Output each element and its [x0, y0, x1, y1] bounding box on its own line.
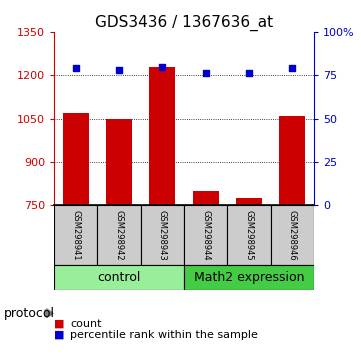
Point	[203, 71, 209, 76]
Text: GSM298945: GSM298945	[245, 210, 253, 261]
Bar	[227, 205, 271, 265]
Bar	[63, 113, 89, 205]
Text: GSM298946: GSM298946	[288, 210, 297, 261]
Text: protocol: protocol	[4, 307, 55, 320]
Point	[73, 65, 79, 71]
Point	[290, 65, 295, 71]
Point	[160, 64, 165, 69]
Text: Math2 expression: Math2 expression	[194, 271, 304, 284]
Bar	[97, 205, 141, 265]
Point	[246, 71, 252, 76]
Text: GSM298941: GSM298941	[71, 210, 80, 261]
Text: count: count	[70, 319, 102, 329]
Text: ■: ■	[54, 330, 65, 339]
Text: control: control	[97, 271, 141, 284]
Point	[116, 67, 122, 73]
Bar	[184, 205, 227, 265]
Bar	[141, 205, 184, 265]
Bar	[184, 265, 314, 290]
Title: GDS3436 / 1367636_at: GDS3436 / 1367636_at	[95, 14, 273, 30]
Bar	[193, 191, 219, 205]
Bar	[279, 116, 305, 205]
Text: percentile rank within the sample: percentile rank within the sample	[70, 330, 258, 339]
Bar	[54, 265, 184, 290]
Bar	[149, 67, 175, 205]
Bar	[54, 205, 97, 265]
Bar	[236, 198, 262, 205]
Text: GSM298943: GSM298943	[158, 210, 167, 261]
FancyArrow shape	[45, 309, 53, 318]
Text: GSM298944: GSM298944	[201, 210, 210, 261]
Text: ■: ■	[54, 319, 65, 329]
Text: GSM298942: GSM298942	[115, 210, 123, 261]
Bar	[271, 205, 314, 265]
Bar	[106, 119, 132, 205]
